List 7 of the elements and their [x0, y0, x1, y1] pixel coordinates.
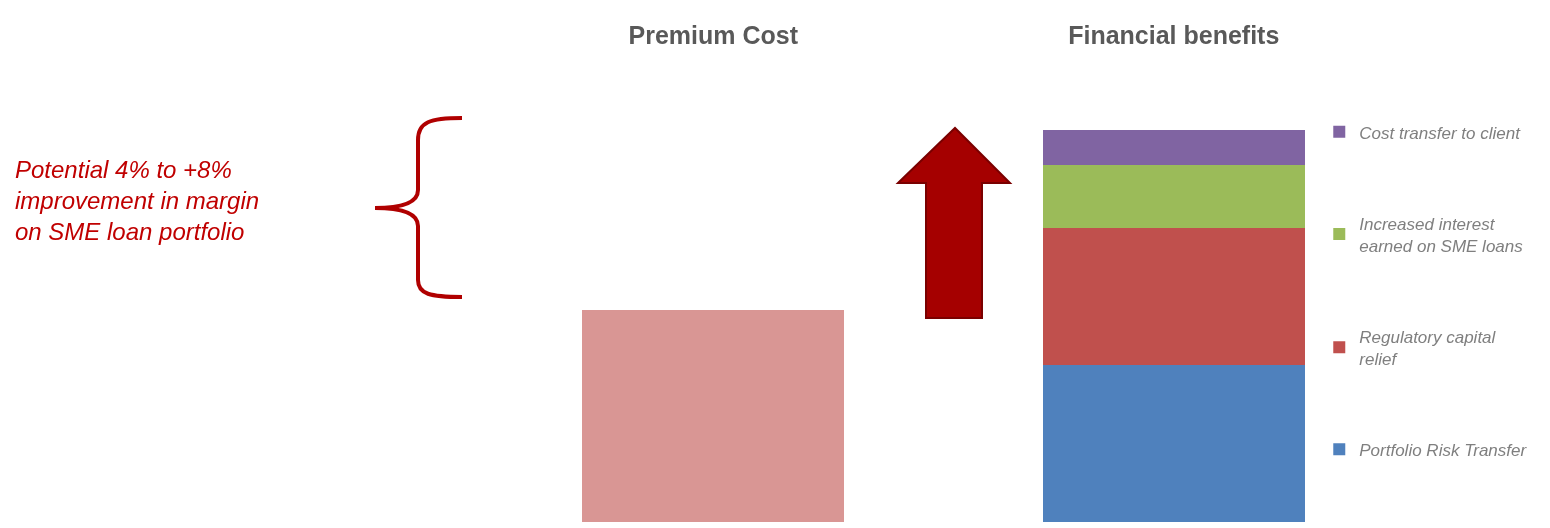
legend-label: Cost transfer to client	[1359, 123, 1522, 143]
legend-label: Portfolio Risk Transfer	[1359, 441, 1528, 460]
x-tick-label: Premium Cost	[628, 21, 799, 49]
legend-label: Regulatory capital relief	[1359, 327, 1497, 369]
x-tick-label: Financial benefits	[1068, 21, 1280, 49]
legend-label: Increased interest earned on SME loans	[1359, 214, 1524, 256]
text: Potential 4% to +8% improvement in margin on SME loan portfolio	[15, 156, 260, 246]
